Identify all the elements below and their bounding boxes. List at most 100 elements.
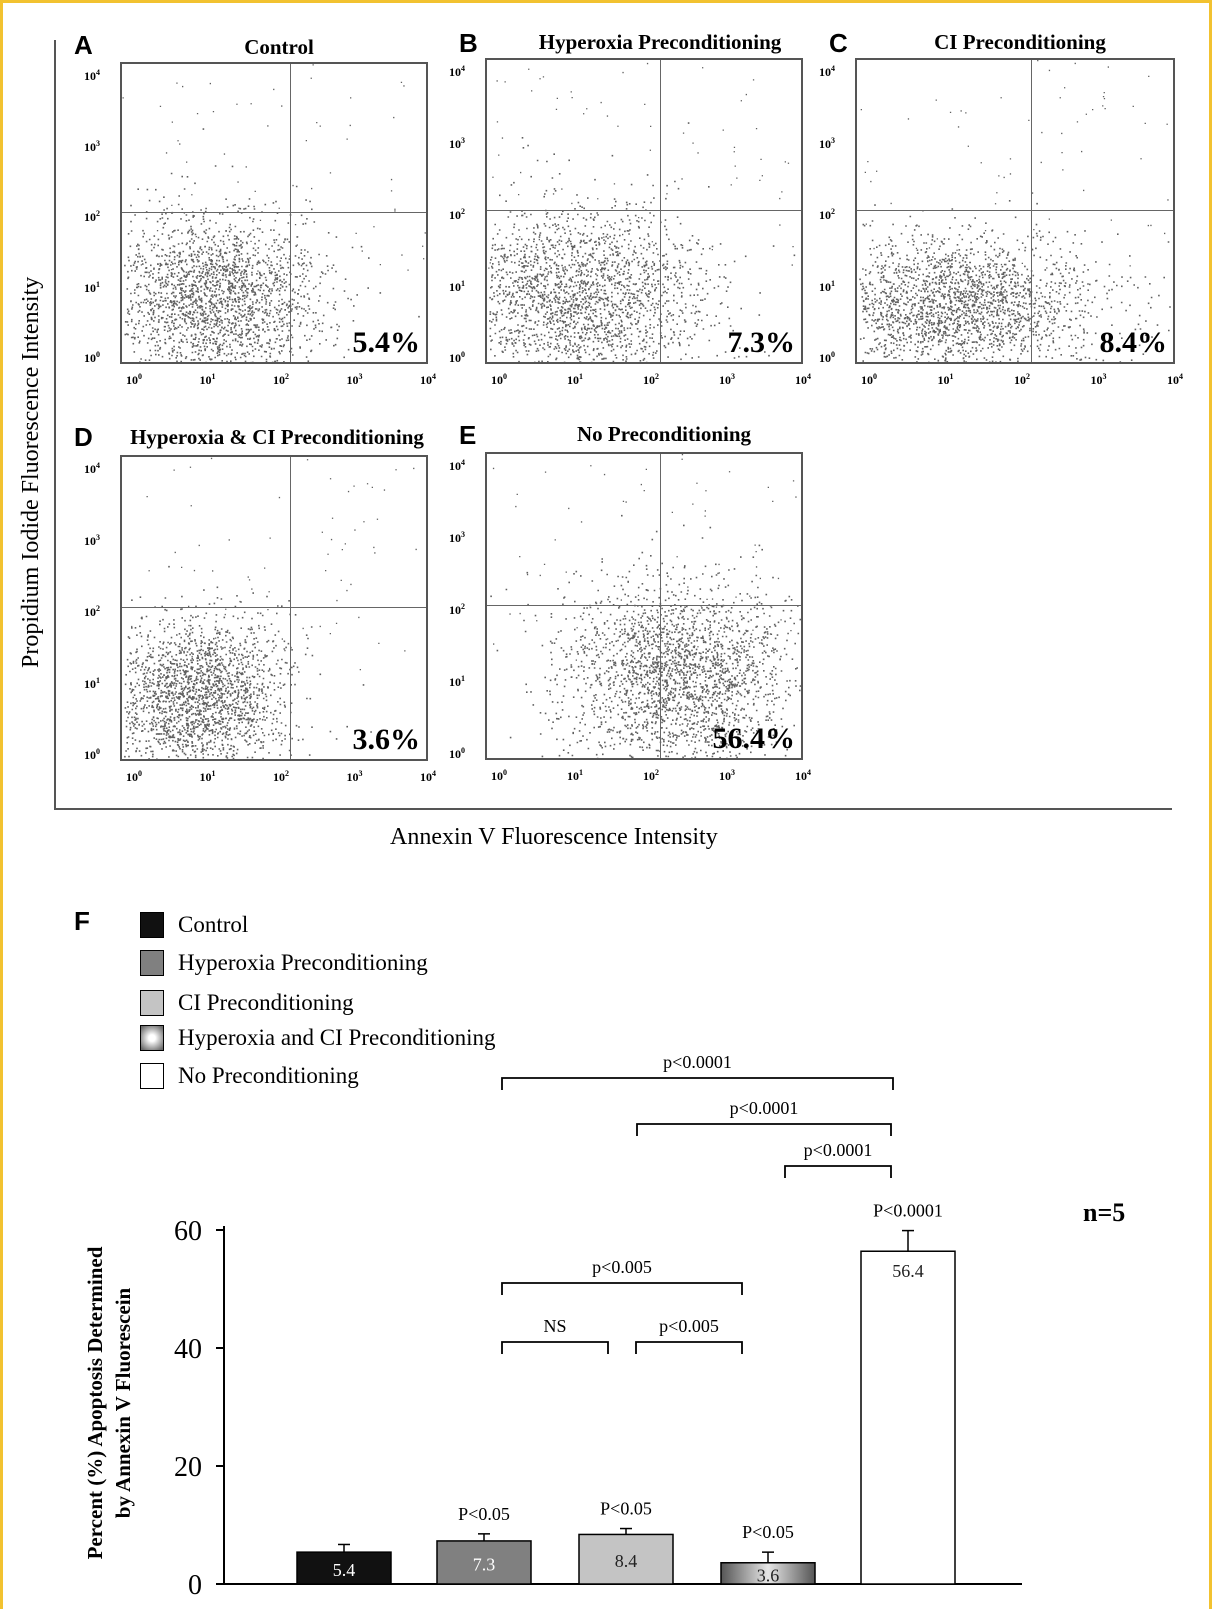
x-tick-label: 103	[346, 372, 363, 387]
y-tick-label: 104	[819, 64, 835, 79]
x-tick-label: 104	[795, 372, 811, 387]
flow-plot-B: 7.3%	[485, 58, 803, 364]
x-tick-label: 101	[567, 372, 583, 387]
y-tick-label: 103	[449, 530, 465, 545]
panel-letter-D: D	[74, 422, 93, 452]
comparison-bracket	[784, 1165, 892, 1178]
comparison-bracket	[635, 1341, 743, 1354]
x-tick-label: 101	[199, 372, 216, 387]
quadrant-gate-vertical	[660, 60, 661, 362]
significance-label: P<0.0001	[873, 1201, 943, 1221]
y-tick-label: 100	[449, 350, 465, 365]
flow-outer-axis-horizontal	[54, 808, 1172, 810]
legend-item: Control	[140, 912, 248, 938]
y-tick-label: 102	[449, 602, 465, 617]
quadrant-gate-horizontal	[487, 210, 801, 211]
x-tick-label: 101	[937, 372, 954, 387]
scatter-dots-C	[859, 60, 1171, 362]
y-tick-label: 102	[84, 604, 100, 619]
panel-letter-E: E	[459, 420, 477, 450]
quadrant-gate-horizontal	[857, 210, 1173, 211]
quadrant-gate-vertical	[1031, 60, 1032, 362]
legend-item: Hyperoxia Preconditioning	[140, 950, 428, 976]
y-tick-label: 20	[174, 1452, 202, 1483]
legend-item: No Preconditioning	[140, 1063, 359, 1089]
panel-title-D: Hyperoxia & CI Preconditioning	[130, 425, 424, 449]
flow-outer-axis-vertical	[54, 40, 56, 810]
legend-swatch	[140, 1025, 164, 1051]
panel-letter-F: F	[74, 906, 90, 936]
x-tick-label: 104	[1167, 372, 1183, 387]
y-tick-label: 102	[84, 209, 100, 224]
legend-label: CI Preconditioning	[178, 990, 354, 1015]
x-tick-label: 101	[199, 769, 216, 784]
comparison-label: p<0.0001	[804, 1140, 873, 1160]
y-tick-label: 101	[819, 278, 835, 294]
y-tick-label: 104	[84, 68, 100, 83]
legend-item: CI Preconditioning	[140, 990, 354, 1016]
y-tick-label: 0	[188, 1570, 202, 1601]
x-tick-label: 103	[719, 768, 735, 783]
legend-swatch	[140, 950, 164, 976]
x-tick-label: 101	[567, 768, 583, 783]
x-tick-label: 102	[273, 372, 289, 387]
y-tick-label: 100	[84, 747, 100, 762]
legend-item: Hyperoxia and CI Preconditioning	[140, 1025, 495, 1051]
panel-title-E: No Preconditioning	[576, 422, 752, 446]
apoptosis-percent-E: 56.4%	[712, 722, 796, 755]
scatter-dots-D	[124, 457, 417, 759]
legend-swatch	[140, 990, 164, 1016]
apoptosis-percent-D: 3.6%	[352, 723, 421, 756]
quadrant-gate-vertical	[290, 64, 291, 362]
apoptosis-percent-C: 8.4%	[1099, 326, 1168, 359]
bar-value-label: 8.4	[615, 1551, 638, 1571]
y-tick-label: 101	[449, 278, 465, 294]
bar-value-label: 7.3	[473, 1554, 496, 1574]
y-tick-label: 101	[84, 675, 100, 691]
flow-x-axis-title: Annexin V Fluorescence Intensity	[390, 824, 718, 850]
x-tick-label: 103	[719, 372, 735, 387]
panel-letter-A: A	[74, 30, 93, 60]
y-tick-label: 100	[84, 350, 100, 365]
x-tick-label: 100	[126, 769, 142, 784]
y-tick-label: 60	[174, 1216, 202, 1247]
x-tick-label: 104	[795, 768, 811, 783]
x-tick-label: 102	[1014, 372, 1030, 387]
panel-title-A: Control	[244, 35, 314, 59]
apoptosis-percent-A: 5.4%	[352, 326, 421, 359]
x-tick-label: 102	[273, 769, 289, 784]
panel-letter-B: B	[459, 28, 478, 58]
y-tick-label: 103	[84, 138, 100, 154]
x-tick-label: 103	[1090, 372, 1107, 387]
comparison-label: p<0.0001	[730, 1098, 799, 1118]
comparison-bracket	[501, 1341, 609, 1354]
comparison-label: p<0.005	[592, 1257, 652, 1277]
y-tick-label: 103	[449, 135, 465, 151]
y-tick-label: 100	[449, 746, 465, 761]
scatter-dots-B	[488, 62, 796, 362]
comparison-bracket	[501, 1282, 743, 1295]
panel-title-B: Hyperoxia Preconditioning	[538, 30, 782, 54]
bar-2	[436, 1540, 532, 1585]
significance-label: P<0.05	[600, 1499, 652, 1519]
comparison-label: p<0.0001	[663, 1052, 732, 1072]
significance-label: P<0.05	[742, 1522, 794, 1542]
x-tick-label: 103	[346, 769, 363, 784]
x-tick-label: 100	[491, 768, 507, 783]
bar-5	[860, 1250, 956, 1585]
x-tick-label: 104	[420, 372, 436, 387]
y-tick-label: 104	[84, 461, 100, 476]
legend-swatch	[140, 912, 164, 938]
flow-plot-A: 5.4%	[120, 62, 428, 364]
panel-title-C: CI Preconditioning	[934, 30, 1106, 54]
y-tick-label: 103	[819, 135, 835, 151]
panel-letter-C: C	[829, 28, 848, 58]
y-tick-label: 103	[84, 532, 100, 548]
comparison-bracket	[501, 1077, 894, 1090]
legend-label: No Preconditioning	[178, 1063, 359, 1088]
y-tick-label: 100	[819, 350, 835, 365]
comparison-label: NS	[543, 1316, 566, 1336]
quadrant-gate-vertical	[290, 457, 291, 759]
